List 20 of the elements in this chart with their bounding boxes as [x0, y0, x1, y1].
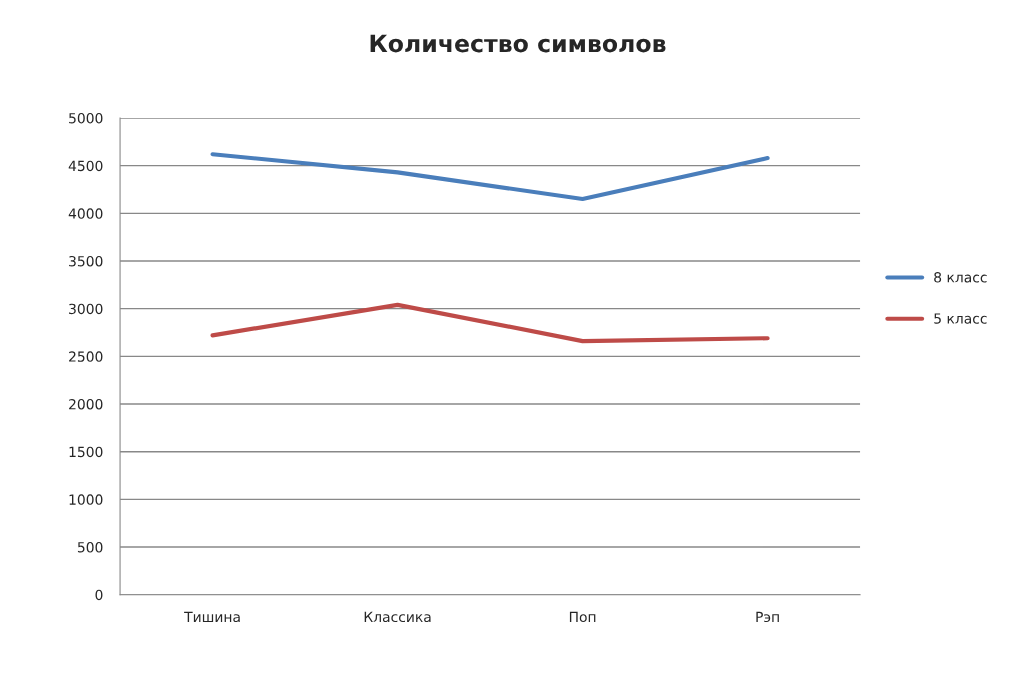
y-tick-label: 4000 [68, 208, 103, 219]
x-tick-label: Рэп [756, 611, 779, 623]
y-tick-label: 1000 [69, 494, 103, 505]
x-tick-label: Тишина [184, 611, 240, 623]
legend-label: 8 класс [934, 272, 987, 283]
line-series [210, 152, 770, 202]
chart-title: Количество символов [370, 34, 666, 53]
y-tick-label: 500 [77, 542, 103, 553]
y-tick-label: 3000 [69, 303, 103, 315]
y-tick-label: 5000 [69, 112, 103, 124]
y-tick-label: 2500 [69, 351, 103, 362]
x-tick-label: Классика [364, 611, 431, 623]
y-tick-label: 2000 [69, 398, 103, 410]
y-tick-label: 0 [95, 589, 103, 601]
line-series [210, 302, 770, 344]
legend-label: 5 класс [934, 313, 987, 324]
y-tick-label: 4500 [68, 160, 103, 172]
y-tick-label: 1500 [69, 446, 103, 458]
y-tick-label: 3500 [69, 255, 103, 267]
x-tick-label: Поп [569, 611, 596, 623]
